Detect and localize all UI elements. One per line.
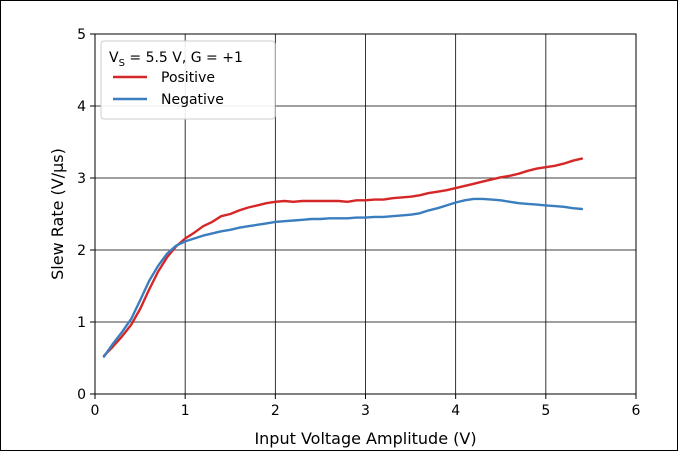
y-tick-label: 3 <box>77 171 86 187</box>
axis-ticks: 0 1 2 3 4 5 6 0 1 2 3 4 5 <box>77 27 640 419</box>
y-tick-label: 1 <box>77 315 86 331</box>
legend-title: VS = 5.5 V, G = +1 <box>109 50 243 69</box>
y-tick-label: 0 <box>77 387 86 403</box>
x-tick-label: 3 <box>361 403 370 419</box>
x-tick-label: 0 <box>91 403 100 419</box>
legend-label-negative: Negative <box>161 92 224 108</box>
series-line-negative <box>102 197 584 358</box>
legend-title-main: V <box>109 50 119 66</box>
x-tick-label: 4 <box>451 403 460 419</box>
x-tick-label: 6 <box>632 403 641 419</box>
y-tick-label: 5 <box>77 27 86 43</box>
legend-entries: Positive Negative <box>113 70 224 108</box>
legend: VS = 5.5 V, G = +1 Positive Negative <box>100 40 276 120</box>
series-layer <box>102 157 584 358</box>
series-line-positive <box>102 157 584 357</box>
x-axis-label: Input Voltage Amplitude (V) <box>254 429 476 448</box>
y-axis-label: Slew Rate (V/µs) <box>48 148 67 280</box>
legend-title-subscript: S <box>119 58 125 69</box>
y-tick-label: 4 <box>77 99 86 115</box>
legend-label-positive: Positive <box>161 70 215 86</box>
legend-title-rest: = 5.5 V, G = +1 <box>125 50 243 66</box>
y-tick-label: 2 <box>77 243 86 259</box>
x-tick-label: 2 <box>271 403 280 419</box>
x-tick-label: 5 <box>541 403 550 419</box>
x-tick-label: 1 <box>181 403 190 419</box>
